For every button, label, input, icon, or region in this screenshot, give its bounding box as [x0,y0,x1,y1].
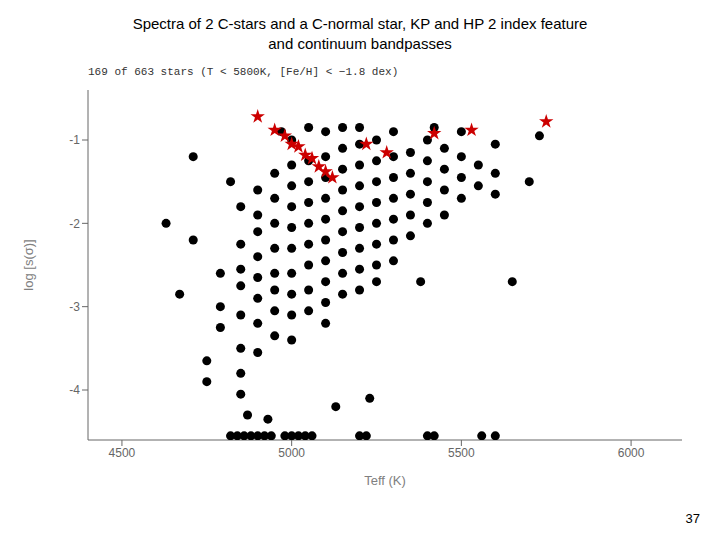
svg-text:-3: -3 [69,300,80,314]
svg-text:Teff (K): Teff (K) [364,473,406,488]
html-text:and continuum bandpasses: and continuum bandpasses [268,35,452,52]
svg-text:5500: 5500 [448,446,475,460]
svg-text:5000: 5000 [278,446,305,460]
html-text:Spectra of 2 C-stars and a C-n: Spectra of 2 C-stars and a C-normal star… [132,15,588,32]
svg-text:6000: 6000 [618,446,645,460]
svg-text:-1: -1 [69,133,80,147]
svg-text:4500: 4500 [109,446,136,460]
svg-text:-2: -2 [69,217,80,231]
html-text:37: 37 [685,511,700,526]
svg-text:log [s(σ)]: log [s(σ)] [21,239,36,290]
html-text:169 of 663 stars (T < 5800K, [: 169 of 663 stars (T < 5800K, [Fe/H] < −1… [88,66,399,78]
svg-text:-4: -4 [69,383,80,397]
